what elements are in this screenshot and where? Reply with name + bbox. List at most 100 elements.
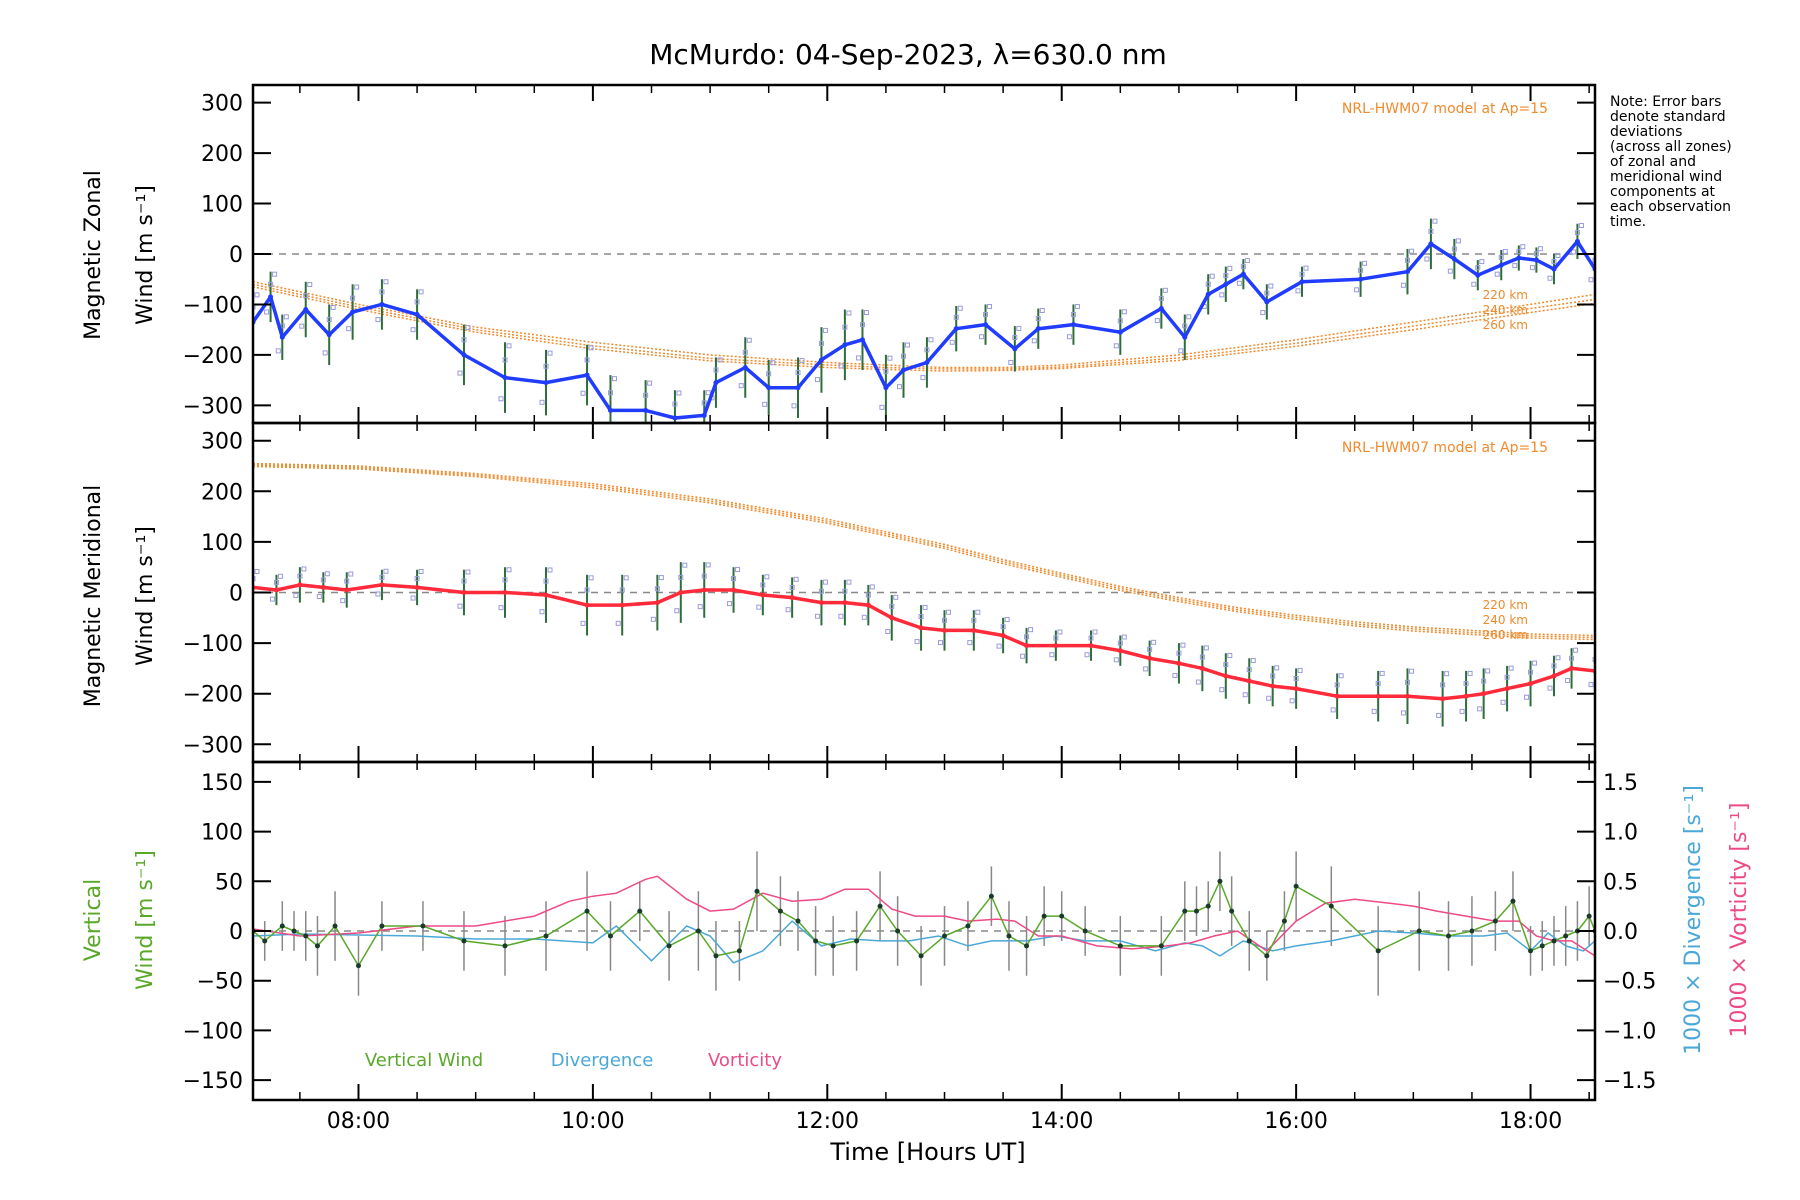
meridional-zone-marker bbox=[270, 597, 274, 601]
zonal-zone-marker bbox=[739, 384, 743, 388]
zonal-zone-marker bbox=[581, 391, 585, 395]
zonal-zone-marker bbox=[856, 356, 860, 360]
zonal-ylabel-line2: Wind [m s⁻¹] bbox=[133, 185, 158, 325]
zonal-model-alt-240: 240 km bbox=[1483, 303, 1528, 317]
meridional-data-point bbox=[655, 600, 660, 605]
note-line: of zonal and bbox=[1610, 155, 1795, 170]
vertical-wind-point bbox=[280, 924, 285, 929]
meridional-zone-marker bbox=[1574, 648, 1578, 652]
vertical-wind-point bbox=[315, 943, 320, 948]
zonal-y-tick-label: −300 bbox=[183, 394, 243, 419]
meridional-y-tick-label: 200 bbox=[201, 480, 243, 505]
meridional-zone-marker bbox=[1021, 654, 1025, 658]
meridional-zone-marker bbox=[1228, 653, 1232, 657]
vertical-wind-point bbox=[831, 943, 836, 948]
note-line: denote standard bbox=[1610, 110, 1795, 125]
zonal-zone-marker bbox=[1548, 276, 1552, 280]
zonal-zone-marker bbox=[1579, 223, 1583, 227]
note-line: components at bbox=[1610, 185, 1795, 200]
vertical-wind-point bbox=[544, 933, 549, 938]
vertical-wind-point bbox=[895, 929, 900, 934]
y2-tick-label: 1.0 bbox=[1603, 821, 1638, 846]
meridional-zone-marker bbox=[870, 585, 874, 589]
vertical-ylabel: Vertical Wind [m s⁻¹] bbox=[81, 850, 158, 990]
meridional-zone-marker bbox=[1566, 679, 1570, 683]
zonal-model-alt-260: 260 km bbox=[1483, 318, 1528, 332]
vertical-wind-point bbox=[637, 909, 642, 914]
zonal-data-point bbox=[901, 368, 906, 373]
zonal-zone-marker bbox=[640, 427, 644, 431]
vertical-wind-point bbox=[1229, 909, 1234, 914]
zonal-zone-marker bbox=[300, 324, 304, 328]
meridional-zone-marker bbox=[997, 644, 1001, 648]
meridional-data-point bbox=[790, 595, 795, 600]
meridional-data-point bbox=[1376, 694, 1381, 699]
vertical-wind-point bbox=[262, 938, 267, 943]
note-line: each observation bbox=[1610, 200, 1795, 215]
zonal-zone-marker bbox=[1456, 239, 1460, 243]
meridional-zone-marker bbox=[1173, 673, 1177, 677]
zonal-zone-marker bbox=[1296, 289, 1300, 293]
error-bar-note: Note: Error bars denote standard deviati… bbox=[1610, 95, 1795, 230]
meridional-zone-marker bbox=[1533, 661, 1537, 665]
x-tick-label: 08:00 bbox=[327, 1109, 390, 1134]
zonal-zone-marker bbox=[1122, 310, 1126, 314]
zonal-zone-marker bbox=[792, 404, 796, 408]
meridional-zone-marker bbox=[458, 604, 462, 608]
zonal-zone-marker bbox=[384, 280, 388, 284]
vertical-wind-point bbox=[778, 909, 783, 914]
meridional-zone-marker bbox=[1509, 666, 1513, 670]
zonal-model-alt-220: 220 km bbox=[1483, 288, 1528, 302]
meridional-zone-marker bbox=[255, 570, 259, 574]
vertical-wind-point bbox=[1206, 904, 1211, 909]
meridional-data-point bbox=[1528, 681, 1533, 686]
meridional-data-point bbox=[889, 615, 894, 620]
meridional-zone-marker bbox=[847, 580, 851, 584]
zonal-data-point bbox=[1428, 241, 1433, 246]
meridional-ylabel: Magnetic Meridional Wind [m s⁻¹] bbox=[81, 485, 158, 707]
note-line: meridional wind bbox=[1610, 170, 1795, 185]
meridional-zone-marker bbox=[698, 605, 702, 609]
meridional-data-point bbox=[1481, 691, 1486, 696]
meridional-zone-marker bbox=[1331, 708, 1335, 712]
meridional-zone-marker bbox=[499, 606, 503, 610]
meridional-zone-marker bbox=[1409, 669, 1413, 673]
vertical-y-tick-label: 50 bbox=[215, 870, 243, 895]
zonal-zone-marker bbox=[273, 272, 277, 276]
meridional-data-point bbox=[1551, 673, 1556, 678]
vertical-wind-point bbox=[379, 924, 384, 929]
vertical-wind-point bbox=[1264, 953, 1269, 958]
zonal-plot-area bbox=[247, 219, 1601, 446]
meridional-data-point bbox=[702, 587, 707, 592]
meridional-panel: 3002001000−100−200−300 bbox=[183, 423, 1601, 762]
zonal-zone-marker bbox=[1503, 249, 1507, 253]
meridional-zone-marker bbox=[1204, 646, 1208, 650]
meridional-zone-marker bbox=[341, 599, 345, 603]
meridional-zone-marker bbox=[1556, 656, 1560, 660]
vertical-wind-point bbox=[585, 909, 590, 914]
zonal-zone-marker bbox=[458, 371, 462, 375]
x-tick-label: 10:00 bbox=[561, 1109, 624, 1134]
meridional-data-point bbox=[502, 590, 507, 595]
vertical-wind-point bbox=[292, 929, 297, 934]
divergence-ylabel: 1000 × Divergence [s⁻¹] bbox=[1681, 785, 1706, 1055]
zonal-zone-marker bbox=[347, 327, 351, 331]
zonal-zone-marker bbox=[1220, 293, 1224, 297]
zonal-zone-marker bbox=[1472, 282, 1476, 286]
vertical-wind-point bbox=[1282, 919, 1287, 924]
meridional-y-tick-label: 100 bbox=[201, 531, 243, 556]
vertical-wind-point bbox=[1159, 943, 1164, 948]
meridional-zone-marker bbox=[1122, 635, 1126, 639]
meridional-zone-marker bbox=[1144, 667, 1148, 671]
zonal-zone-marker bbox=[1433, 219, 1437, 223]
zonal-zone-marker bbox=[1228, 266, 1232, 270]
meridional-data-point bbox=[731, 587, 736, 592]
zonal-zone-marker bbox=[1040, 309, 1044, 313]
vertical-y-tick-label: −50 bbox=[197, 970, 243, 995]
zonal-data-point bbox=[766, 385, 771, 390]
vertical-y-tick-label: 0 bbox=[229, 920, 243, 945]
chart-dynamic-layer: 3002001000−100−200−3003002001000−100−200… bbox=[183, 85, 1657, 1134]
vertical-wind-point bbox=[696, 929, 701, 934]
meridional-zone-marker bbox=[294, 594, 298, 598]
zonal-data-point bbox=[1071, 322, 1076, 327]
